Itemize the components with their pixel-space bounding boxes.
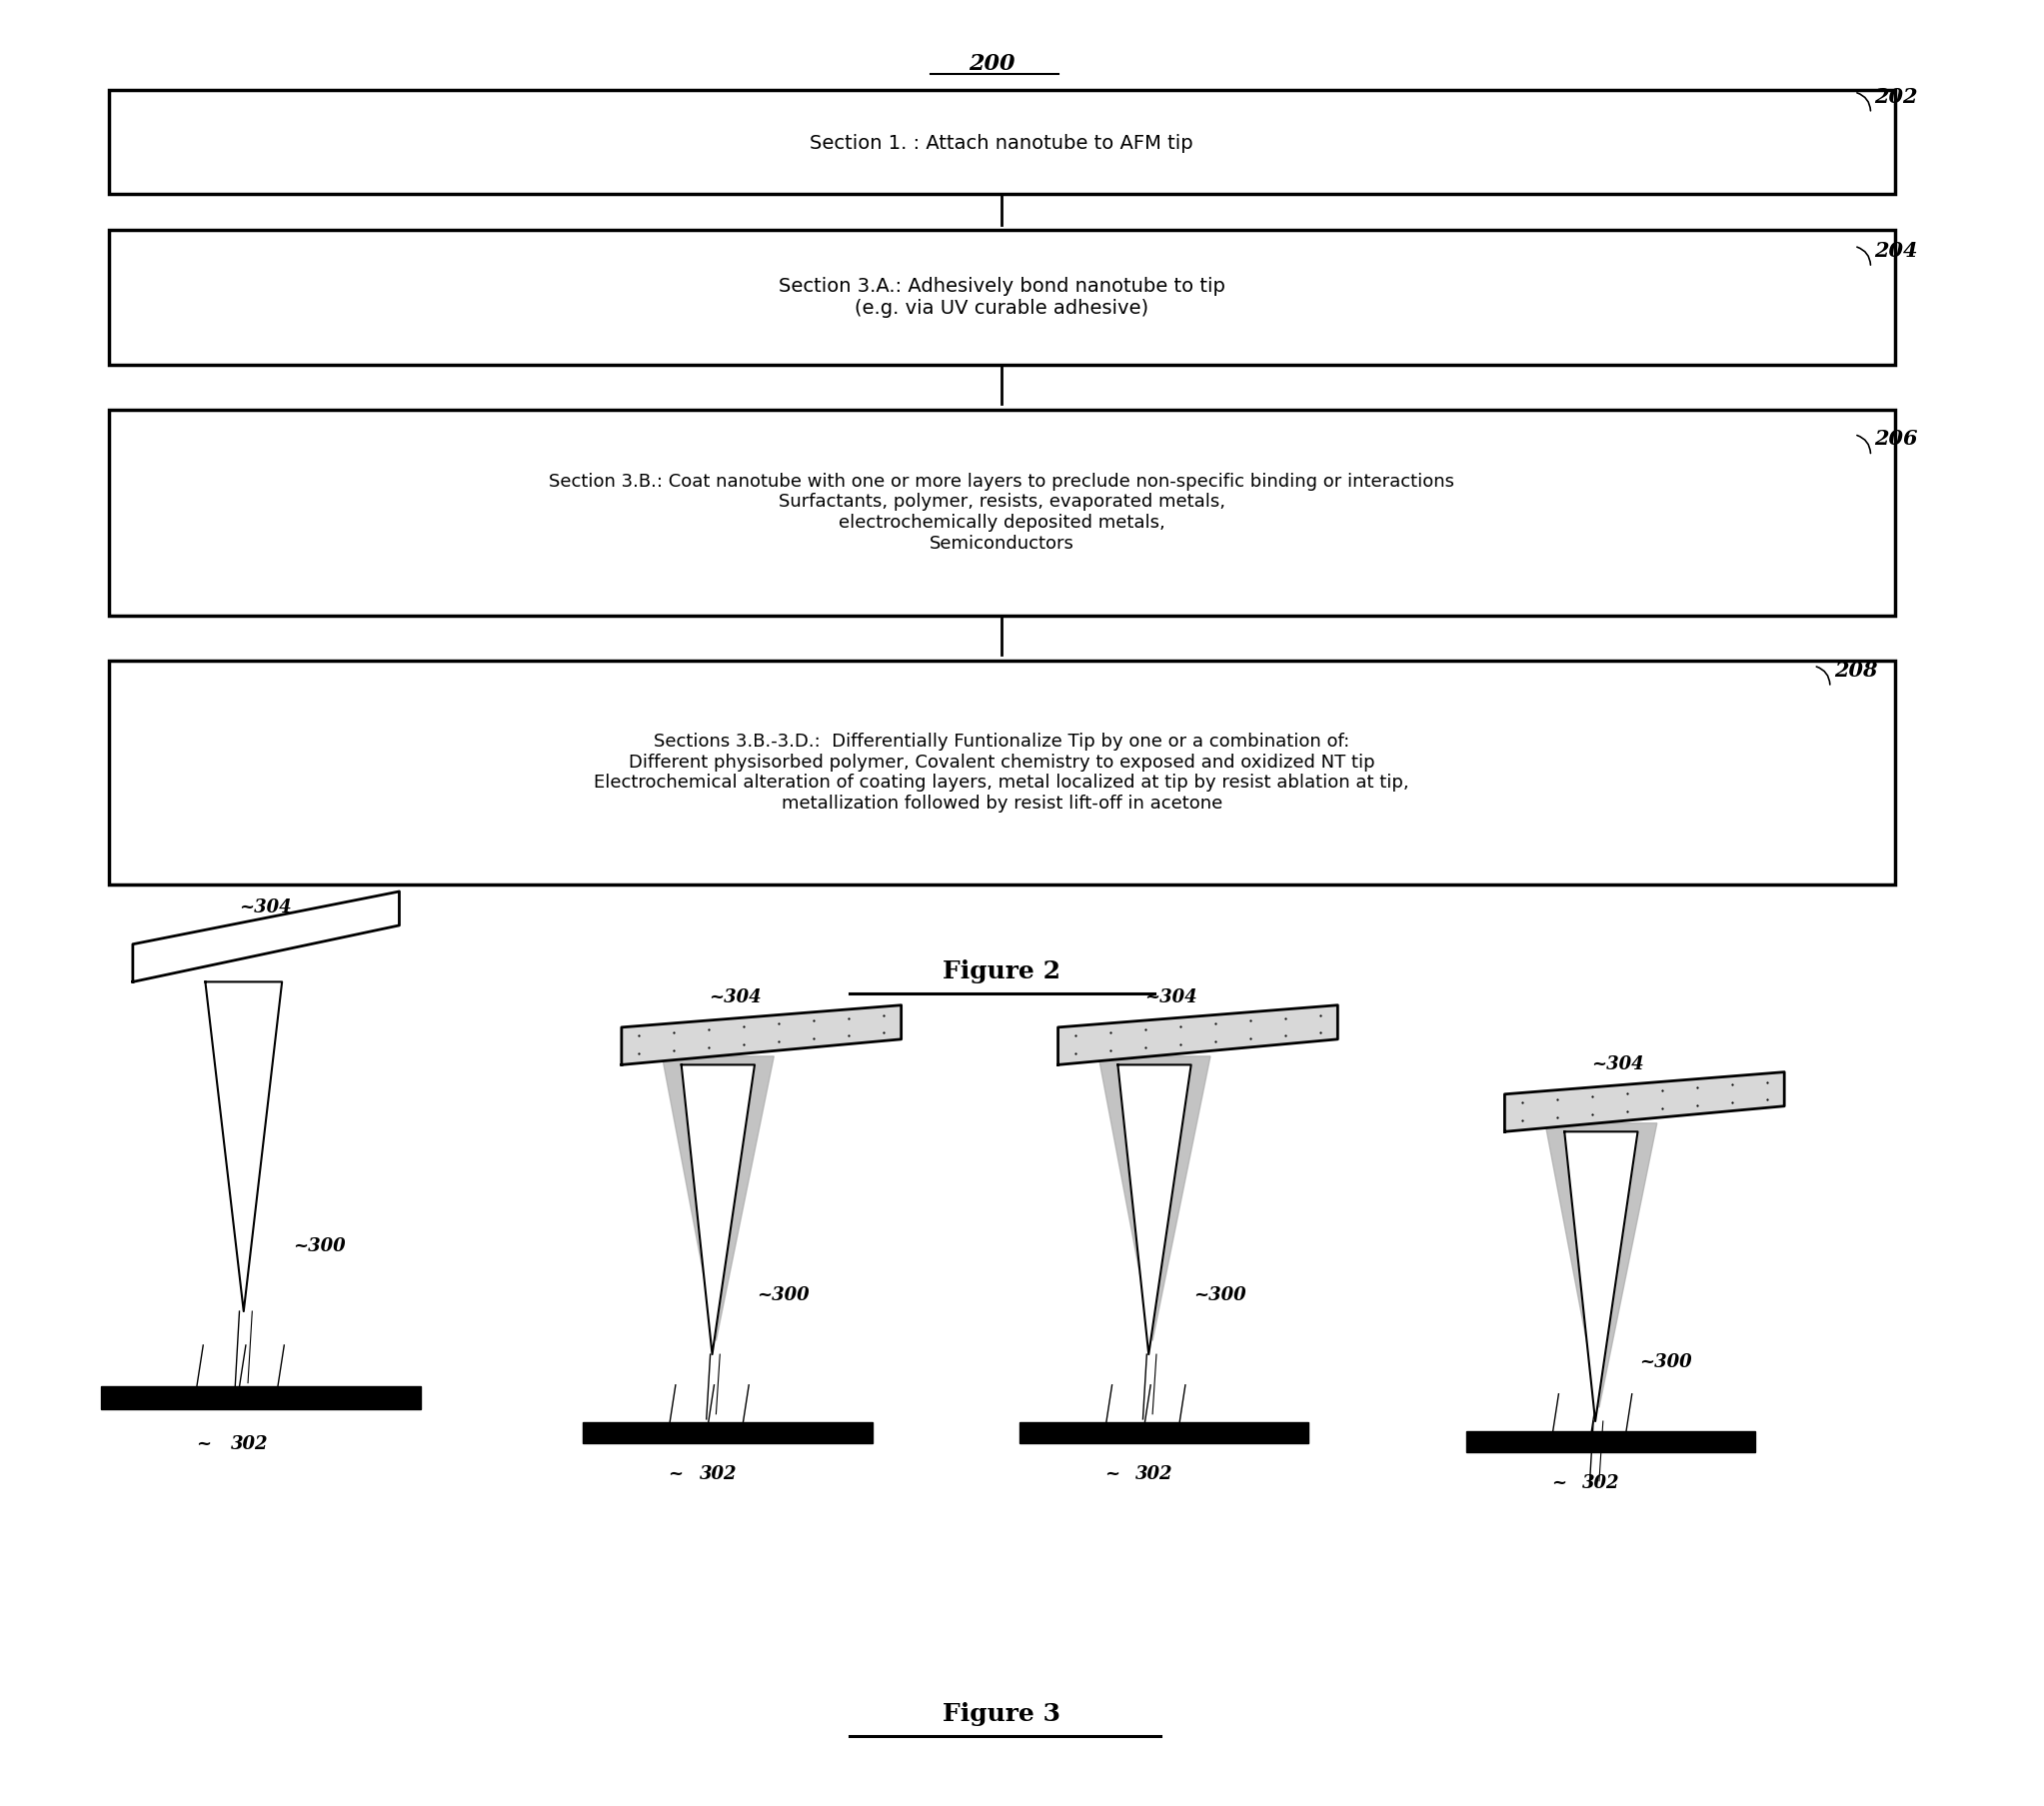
Text: 208: 208: [1833, 659, 1878, 681]
Text: ~: ~: [196, 1434, 211, 1452]
Polygon shape: [1059, 1006, 1337, 1066]
Text: 302: 302: [1582, 1474, 1619, 1492]
Text: Figure 2: Figure 2: [942, 959, 1061, 982]
Text: 200: 200: [969, 54, 1014, 76]
Polygon shape: [1504, 1073, 1784, 1132]
Text: ~300: ~300: [1639, 1353, 1692, 1371]
Text: Figure 3: Figure 3: [942, 1701, 1061, 1725]
Text: 302: 302: [1136, 1465, 1173, 1483]
Text: ~300: ~300: [1194, 1286, 1245, 1304]
Bar: [108, 231, 1895, 365]
Bar: [108, 90, 1895, 195]
Text: Section 1. : Attach nanotube to AFM tip: Section 1. : Attach nanotube to AFM tip: [809, 134, 1194, 154]
Polygon shape: [1545, 1123, 1658, 1409]
Bar: [108, 661, 1895, 885]
Polygon shape: [662, 1057, 775, 1342]
Text: ~: ~: [1104, 1465, 1120, 1483]
Bar: [108, 410, 1895, 616]
Text: ~304: ~304: [1592, 1055, 1643, 1073]
Text: ~304: ~304: [239, 898, 292, 916]
Text: ~: ~: [1551, 1474, 1566, 1492]
Text: Section 3.A.: Adhesively bond nanotube to tip
(e.g. via UV curable adhesive): Section 3.A.: Adhesively bond nanotube t…: [779, 276, 1224, 318]
Polygon shape: [621, 1006, 901, 1066]
Text: ~: ~: [668, 1465, 683, 1483]
Text: ~304: ~304: [1145, 988, 1198, 1006]
Polygon shape: [583, 1423, 873, 1443]
Text: 204: 204: [1874, 240, 1917, 260]
Text: 202: 202: [1874, 87, 1917, 107]
Text: ~304: ~304: [709, 988, 760, 1006]
Polygon shape: [1466, 1432, 1756, 1452]
Polygon shape: [681, 1066, 754, 1354]
Polygon shape: [100, 1387, 421, 1409]
Text: 302: 302: [231, 1434, 270, 1452]
Polygon shape: [1564, 1132, 1637, 1421]
Polygon shape: [133, 892, 399, 982]
Polygon shape: [204, 982, 282, 1311]
Text: Sections 3.B.-3.D.:  Differentially Funtionalize Tip by one or a combination of:: Sections 3.B.-3.D.: Differentially Funti…: [595, 731, 1408, 813]
Polygon shape: [1118, 1066, 1192, 1354]
Text: 206: 206: [1874, 428, 1917, 450]
Text: 302: 302: [699, 1465, 736, 1483]
Polygon shape: [1098, 1057, 1210, 1342]
Text: Section 3.B.: Coat nanotube with one or more layers to preclude non-specific bin: Section 3.B.: Coat nanotube with one or …: [550, 471, 1455, 553]
Polygon shape: [1020, 1423, 1308, 1443]
Text: ~300: ~300: [756, 1286, 809, 1304]
Text: ~300: ~300: [292, 1237, 345, 1255]
